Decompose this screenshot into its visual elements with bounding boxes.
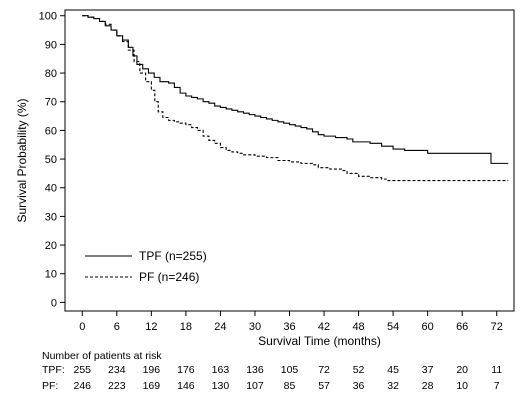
risk-count: 196 <box>143 364 161 376</box>
x-axis-ticks: 0 6 12 18 24 30 36 42 48 54 60 66 72 <box>79 311 503 333</box>
survival-curve-pf <box>82 15 509 182</box>
risk-count: 11 <box>491 364 502 376</box>
y-tick-label: 10 <box>45 269 57 281</box>
y-tick-label: 100 <box>39 11 57 23</box>
x-tick-label: 18 <box>180 321 192 333</box>
risk-count: 28 <box>422 380 434 392</box>
risk-count: 85 <box>284 380 296 392</box>
y-tick-label: 30 <box>45 211 57 223</box>
y-axis-ticks: 0 10 20 30 40 50 60 70 80 90 100 <box>39 11 65 309</box>
x-tick-label: 12 <box>145 321 157 333</box>
x-tick-label: 48 <box>352 321 364 333</box>
risk-table-title: Number of patients at risk <box>42 350 162 362</box>
y-tick-label: 0 <box>51 297 57 309</box>
y-tick-label: 20 <box>45 240 57 252</box>
x-tick-label: 36 <box>283 321 295 333</box>
risk-count: 57 <box>318 380 330 392</box>
x-tick-label: 54 <box>387 321 399 333</box>
x-tick-label: 72 <box>491 321 503 333</box>
y-tick-label: 50 <box>45 154 57 166</box>
risk-count: 146 <box>177 380 195 392</box>
survival-curves <box>82 15 509 182</box>
risk-count: 10 <box>456 380 468 392</box>
risk-count: 130 <box>212 380 230 392</box>
x-tick-label: 60 <box>422 321 434 333</box>
risk-count: 105 <box>281 364 299 376</box>
risk-table: Number of patients at risk TPF: 255 234 196… <box>42 350 502 392</box>
x-tick-label: 0 <box>79 321 85 333</box>
legend-label: PF (n=246) <box>139 270 199 284</box>
risk-count: 136 <box>246 364 264 376</box>
survival-curve-tpf <box>82 15 509 164</box>
risk-count: 52 <box>353 364 365 376</box>
x-tick-label: 42 <box>318 321 330 333</box>
y-tick-label: 40 <box>45 183 57 195</box>
legend: TPF (n=255) PF (n=246) <box>85 249 207 284</box>
risk-count: 72 <box>318 364 330 376</box>
risk-count: 246 <box>74 380 92 392</box>
risk-row-label: PF: <box>42 380 58 392</box>
y-tick-label: 70 <box>45 97 57 109</box>
y-tick-label: 90 <box>45 39 57 51</box>
y-tick-label: 60 <box>45 125 57 137</box>
risk-count: 234 <box>108 364 126 376</box>
risk-count: 107 <box>246 380 264 392</box>
risk-count: 36 <box>353 380 365 392</box>
risk-count: 7 <box>494 380 500 392</box>
x-tick-label: 24 <box>214 321 226 333</box>
risk-count: 163 <box>212 364 230 376</box>
y-axis-label: Survival Probability (%) <box>15 98 29 222</box>
x-tick-label: 66 <box>456 321 468 333</box>
x-axis-label: Survival Time (months) <box>258 334 381 348</box>
risk-row-label: TPF: <box>42 364 65 376</box>
risk-count: 223 <box>108 380 126 392</box>
legend-label: TPF (n=255) <box>139 249 207 263</box>
y-tick-label: 80 <box>45 68 57 80</box>
risk-count: 37 <box>422 364 434 376</box>
risk-count: 176 <box>177 364 195 376</box>
risk-count: 45 <box>387 364 399 376</box>
risk-count: 20 <box>456 364 468 376</box>
x-tick-label: 30 <box>249 321 261 333</box>
risk-count: 32 <box>387 380 399 392</box>
risk-count: 169 <box>143 380 161 392</box>
x-tick-label: 6 <box>114 321 120 333</box>
risk-count: 255 <box>74 364 92 376</box>
